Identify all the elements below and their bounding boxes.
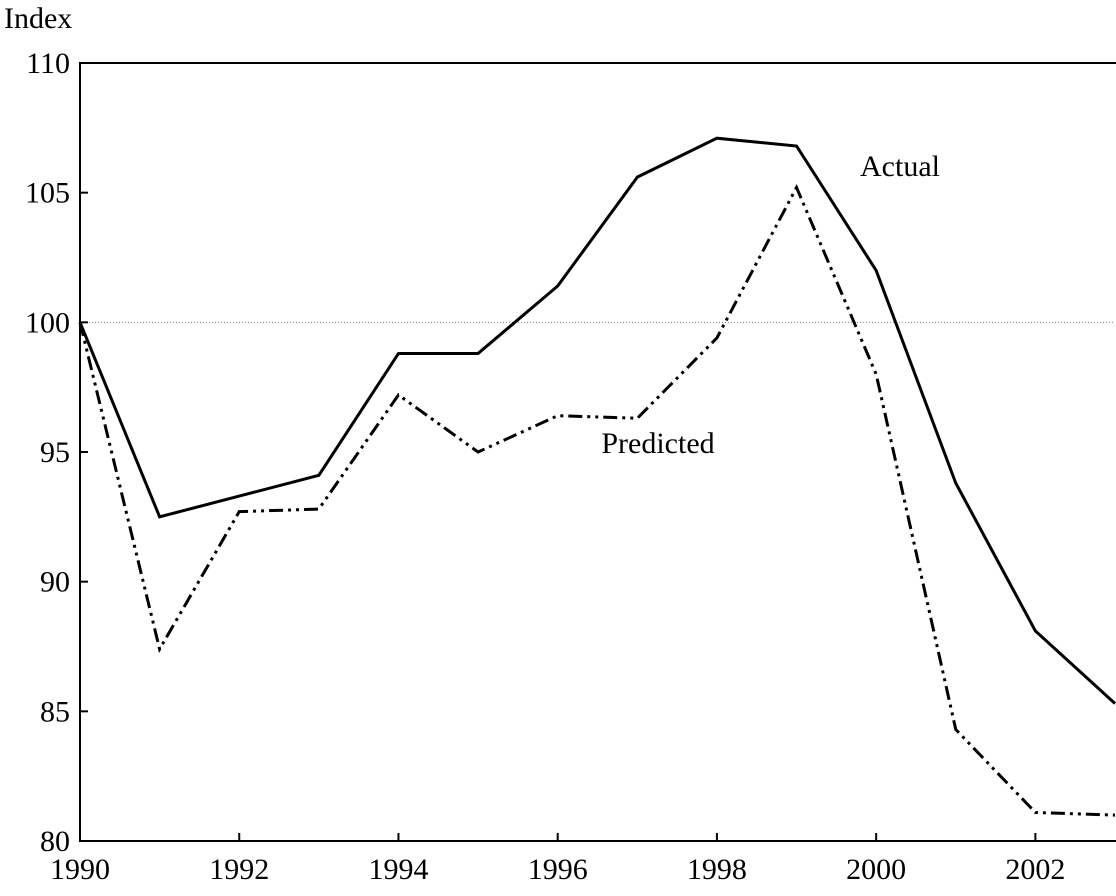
axis-frame [79, 62, 1116, 842]
y-tick-label: 110 [26, 47, 70, 80]
x-tick-label: 1994 [368, 853, 428, 886]
y-tick-label: 85 [40, 695, 70, 728]
y-tick-label: 90 [40, 566, 70, 599]
series-label: Predicted [601, 427, 714, 460]
y-tick-label: 100 [25, 306, 70, 339]
series-line [78, 136, 1116, 705]
y-axis-label: Index [4, 2, 72, 35]
x-tick-label: 1992 [209, 853, 269, 886]
series-label: Actual [860, 150, 940, 183]
y-tick-label: 105 [25, 177, 70, 210]
y-tick-label: 95 [40, 436, 70, 469]
x-tick-label: 1996 [528, 853, 588, 886]
series-line [78, 183, 1116, 817]
x-tick-label: 1990 [50, 853, 110, 886]
x-tick-label: 1998 [687, 853, 747, 886]
x-tick-label: 2000 [846, 853, 906, 886]
y-tick-label: 80 [40, 825, 70, 858]
x-tick-label: 2002 [1005, 853, 1065, 886]
